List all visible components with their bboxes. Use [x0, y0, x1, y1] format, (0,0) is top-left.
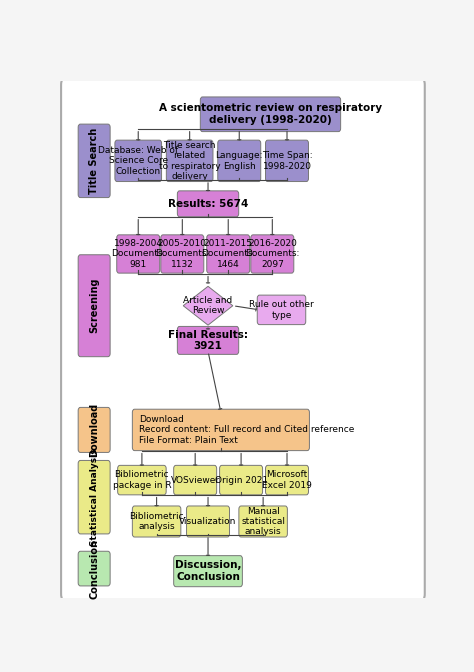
- FancyBboxPatch shape: [207, 235, 250, 273]
- Text: Title search
related
to respiratory
delivery: Title search related to respiratory deli…: [159, 140, 220, 181]
- FancyBboxPatch shape: [177, 191, 239, 217]
- Text: Download
Record content: Full record and Cited reference
File Format: Plain Text: Download Record content: Full record and…: [139, 415, 355, 445]
- FancyBboxPatch shape: [173, 556, 242, 587]
- Text: 2011-2015
Documents:
1464: 2011-2015 Documents: 1464: [201, 239, 255, 269]
- Text: A scientometric review on respiratory
delivery (1998-2020): A scientometric review on respiratory de…: [159, 103, 382, 125]
- Text: 2016-2020
Documents:
2097: 2016-2020 Documents: 2097: [245, 239, 300, 269]
- Text: Bibliometric
analysis: Bibliometric analysis: [129, 512, 184, 531]
- FancyBboxPatch shape: [257, 295, 306, 325]
- FancyBboxPatch shape: [201, 97, 341, 132]
- FancyBboxPatch shape: [251, 235, 294, 273]
- FancyBboxPatch shape: [219, 465, 263, 495]
- Text: 1998-2004
Documents:
981: 1998-2004 Documents: 981: [111, 239, 165, 269]
- Text: VOSviewer: VOSviewer: [171, 476, 220, 485]
- FancyBboxPatch shape: [78, 255, 110, 357]
- Text: Screening: Screening: [89, 278, 99, 333]
- FancyBboxPatch shape: [118, 465, 166, 495]
- Text: Title Search: Title Search: [89, 128, 99, 194]
- FancyBboxPatch shape: [78, 460, 110, 534]
- Text: Visualization: Visualization: [179, 517, 237, 526]
- Text: Origin 2021: Origin 2021: [215, 476, 268, 485]
- FancyBboxPatch shape: [78, 124, 110, 198]
- Polygon shape: [183, 286, 233, 325]
- Text: Language:
English: Language: English: [216, 151, 263, 171]
- Text: Discussion,
Conclusion: Discussion, Conclusion: [175, 560, 241, 582]
- FancyBboxPatch shape: [78, 551, 110, 586]
- FancyBboxPatch shape: [187, 506, 229, 537]
- FancyBboxPatch shape: [132, 506, 181, 537]
- FancyBboxPatch shape: [218, 140, 261, 181]
- Text: Statistical Analysis: Statistical Analysis: [90, 448, 99, 546]
- Text: Database: Web of
Science Core
Collection: Database: Web of Science Core Collection: [98, 146, 178, 176]
- Text: Download: Download: [89, 403, 99, 457]
- FancyBboxPatch shape: [166, 140, 213, 181]
- Text: Article and
Review: Article and Review: [183, 296, 233, 315]
- Text: 2005-2010
Documents:
1132: 2005-2010 Documents: 1132: [155, 239, 210, 269]
- FancyBboxPatch shape: [265, 140, 309, 181]
- FancyBboxPatch shape: [78, 407, 110, 452]
- FancyBboxPatch shape: [132, 409, 310, 451]
- Text: Rule out other
type: Rule out other type: [249, 300, 314, 320]
- FancyBboxPatch shape: [239, 506, 287, 537]
- FancyBboxPatch shape: [173, 465, 217, 495]
- Text: Time Span:
1998-2020: Time Span: 1998-2020: [262, 151, 312, 171]
- Text: Final Results:
3921: Final Results: 3921: [168, 329, 248, 351]
- FancyBboxPatch shape: [265, 465, 309, 495]
- Text: Results: 5674: Results: 5674: [168, 199, 248, 209]
- Text: Manual
statistical
analysis: Manual statistical analysis: [241, 507, 285, 536]
- FancyBboxPatch shape: [177, 327, 239, 354]
- Text: Microsoft
Excel 2019: Microsoft Excel 2019: [262, 470, 312, 490]
- FancyBboxPatch shape: [115, 140, 162, 181]
- Text: Bibliometric
package in R: Bibliometric package in R: [113, 470, 171, 490]
- Text: Conclusion: Conclusion: [89, 538, 99, 599]
- FancyBboxPatch shape: [61, 77, 425, 601]
- FancyBboxPatch shape: [161, 235, 204, 273]
- FancyBboxPatch shape: [117, 235, 160, 273]
